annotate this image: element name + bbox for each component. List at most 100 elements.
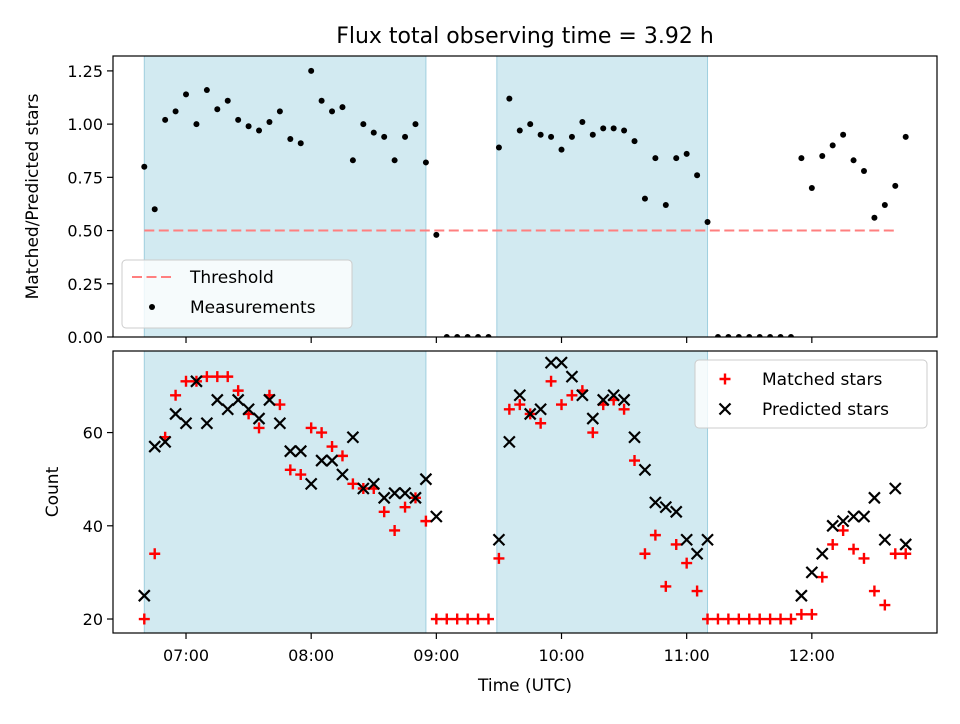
predicted-stars-point (138, 589, 151, 602)
matched-stars-point (180, 375, 192, 387)
matched-stars-point (503, 403, 515, 415)
measurement-point (276, 108, 283, 115)
measurement-point (881, 202, 888, 209)
measurement-point (558, 146, 565, 153)
matched-stars-point (201, 371, 213, 383)
predicted-stars-point (284, 444, 297, 458)
predicted-stars-point (503, 435, 516, 449)
predicted-stars-point (617, 393, 631, 407)
measurement-point (495, 144, 502, 151)
predicted-stars-point (336, 468, 349, 481)
measurement-point (402, 133, 409, 140)
matched-stars-point (670, 538, 682, 550)
predicted-stars-point (158, 435, 172, 449)
matched-stars-point (232, 385, 244, 397)
measurement-point (568, 133, 575, 140)
matched-stars-point (326, 441, 338, 453)
measurement-point (787, 334, 794, 337)
measurement-point (673, 155, 680, 162)
matched-stars-point (514, 399, 526, 411)
measurement-point (777, 334, 784, 337)
measurement-point (360, 121, 367, 128)
matched-stars-point (305, 422, 317, 434)
observing-window-1 (143, 350, 427, 634)
chart-title: Flux total observing time = 3.92 h (336, 24, 714, 49)
measurement-point (287, 136, 294, 143)
predicted-stars-point (649, 496, 662, 509)
predicted-stars-point (273, 416, 287, 430)
predicted-stars-point (628, 430, 641, 444)
measurement-point (422, 159, 429, 166)
matched-stars-point (754, 613, 766, 625)
measurement-point (203, 87, 210, 94)
bottom-panel: 20 40 60 07:00 08:00 09:00 10:00 11:00 12:00 Coun… (43, 350, 938, 665)
measurement-point (224, 97, 231, 104)
matched-stars-point (900, 548, 912, 560)
measurement-point (892, 182, 899, 189)
measurement-point (714, 334, 721, 337)
y-axis-label: Matched/Predicted stars (23, 93, 43, 299)
predicted-stars-point (847, 510, 860, 523)
legend-matched-swatch (719, 373, 731, 385)
matched-stars-point (639, 548, 651, 560)
measurement-point (391, 157, 398, 164)
measurement-point (652, 155, 659, 162)
measurement-point (808, 184, 815, 191)
measurement-point (475, 334, 482, 337)
predicted-stars-point (169, 407, 182, 421)
predicted-stars-point (638, 463, 652, 477)
observing-window-2 (496, 55, 709, 338)
matched-stars-point (482, 613, 494, 625)
matched-stars-point (493, 552, 505, 564)
predicted-stars-point (534, 402, 547, 416)
legend: Threshold Measurements (121, 259, 353, 329)
predicted-stars-point (242, 402, 255, 416)
predicted-stars-point (367, 477, 381, 491)
measurement-point (662, 202, 669, 209)
legend: Matched stars Predicted stars (694, 359, 928, 429)
observing-window-2 (496, 350, 709, 634)
measurement-point (756, 334, 763, 337)
measurement-point (329, 108, 336, 115)
measurement-point (537, 131, 544, 138)
measurement-point (631, 138, 638, 145)
measurement-point (902, 133, 909, 140)
matched-stars-point (378, 506, 390, 518)
measurement-point (162, 116, 169, 123)
measurement-point (600, 125, 607, 132)
matched-stars-point (649, 529, 661, 541)
matched-stars-point (545, 375, 557, 387)
predicted-stars-point (409, 491, 422, 505)
predicted-stars-point (377, 491, 391, 505)
matched-stars-point (868, 585, 880, 597)
measurement-point (694, 172, 701, 179)
measurement-point (589, 131, 596, 138)
measurement-point (819, 153, 826, 160)
predicted-stars-point (430, 510, 443, 523)
y-tick-label: 20 (83, 610, 103, 629)
matched-stars-point (441, 613, 453, 625)
matched-stars-point (347, 478, 359, 490)
matched-stars-point (295, 469, 307, 481)
measurement-point (767, 334, 774, 337)
predicted-stars-point (815, 547, 829, 561)
x-tick-label: 12:00 (789, 646, 835, 665)
axes-frame (112, 350, 938, 634)
predicted-stars-point (576, 389, 589, 402)
matched-stars-point (451, 613, 463, 625)
predicted-stars-point (586, 412, 600, 425)
predicted-stars-point (805, 566, 819, 579)
measurement-point (308, 67, 315, 74)
measurement-point (829, 142, 836, 149)
predicted-stars-point (701, 533, 714, 547)
measurement-point (318, 97, 325, 104)
legend-threshold-label: Threshold (189, 268, 274, 288)
measurement-point (370, 129, 377, 136)
matched-stars-point (138, 613, 150, 625)
measurement-point (850, 157, 857, 164)
y-tick-label: 0.50 (67, 222, 103, 241)
x-tick-label: 10:00 (538, 646, 584, 665)
legend-matched-label: Matched stars (762, 370, 882, 390)
x-axis-label: Time (UTC) (477, 676, 572, 696)
predicted-stars-point (492, 533, 506, 547)
